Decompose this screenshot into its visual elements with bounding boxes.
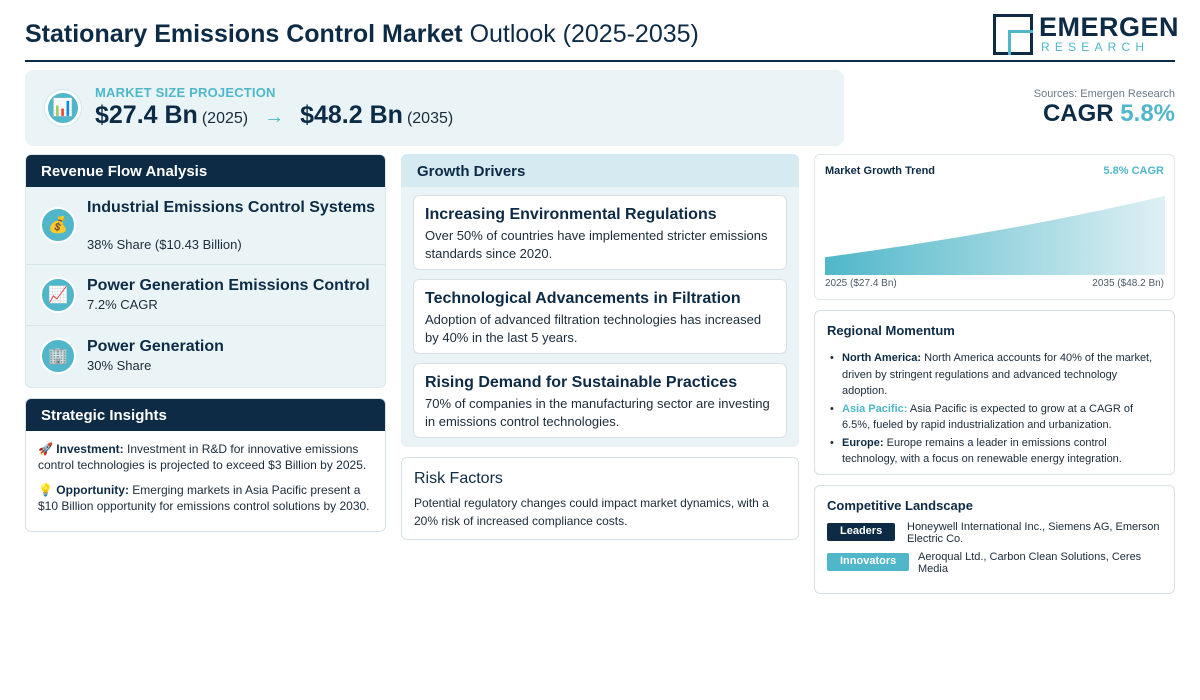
trend-area	[825, 195, 1165, 275]
sources-text: Sources: Emergen Research	[1033, 88, 1175, 100]
end-year: (2035)	[406, 110, 454, 127]
revenue-flow-card: Revenue Flow Analysis 💰 Industrial Emiss…	[25, 154, 386, 388]
innovators-badge: Innovators	[827, 553, 910, 571]
logo-word: EMERGEN	[1039, 12, 1180, 42]
emergen-logo: EMERGEN RESEARCH	[993, 12, 1179, 56]
page-title: Stationary Emissions Control Market Outl…	[25, 20, 699, 49]
rocket-icon: 🚀	[38, 442, 53, 456]
trend-end-label: 2035 ($48.2 Bn)	[1092, 278, 1164, 289]
building-icon: 🏢	[40, 338, 76, 374]
market-size-banner: 📊 MARKET SIZE PROJECTION $27.4 Bn (2025) →…	[25, 70, 844, 146]
region-name: Asia Pacific:	[842, 402, 908, 415]
market-trend-card: Market Growth Trend 5.8% CAGR 2025 ($27.…	[814, 154, 1175, 300]
driver-desc: 70% of companies in the manufacturing se…	[425, 396, 770, 429]
driver-title: Increasing Environmental Regulations	[425, 206, 717, 223]
cagr-label: CAGR	[1042, 100, 1114, 127]
cagr-display: CAGR 5.8%	[1043, 100, 1175, 128]
revenue-flow-title: Revenue Flow Analysis	[26, 155, 385, 187]
strategic-insights-card: Strategic Insights 🚀 Investment: Investm…	[25, 398, 386, 532]
start-year: (2025)	[201, 110, 249, 127]
competitive-landscape-card: Competitive Landscape Leaders Honeywell …	[814, 485, 1175, 594]
competitive-title: Competitive Landscape	[827, 498, 973, 513]
revenue-item: 💰 Industrial Emissions Control Systems 3…	[26, 187, 385, 265]
regional-item: North America: North America accounts fo…	[827, 350, 1162, 400]
revenue-item: 🏢 Power Generation 30% Share	[26, 326, 385, 387]
insight-label: Investment:	[56, 442, 124, 456]
money-bag-icon: 💰	[40, 207, 76, 243]
regional-item: Europe: Europe remains a leader in emiss…	[827, 435, 1162, 468]
bar-chart-icon: 📊	[45, 90, 81, 126]
driver-card: Increasing Environmental Regulations Ove…	[413, 195, 787, 270]
driver-title: Technological Advancements in Filtration	[425, 290, 741, 307]
region-text: Europe remains a leader in emissions con…	[842, 436, 1122, 466]
revenue-item-title: Power Generation	[87, 338, 224, 355]
insight-item: 💡 Opportunity: Emerging markets in Asia …	[38, 482, 373, 514]
page-title-bold: Stationary Emissions Control Market	[25, 20, 463, 48]
insight-text: Investment in R&D for innovative emissio…	[38, 442, 367, 472]
insight-text: Emerging markets in Asia Pacific present…	[38, 483, 370, 513]
chart-increasing-icon: 📈	[40, 277, 76, 313]
growth-drivers-title: Growth Drivers	[401, 154, 799, 187]
risk-factors-card: Risk Factors Potential regulatory change…	[401, 457, 799, 540]
page-title-light: Outlook (2025-2035)	[469, 20, 699, 48]
trend-area-chart	[825, 195, 1165, 275]
driver-title: Rising Demand for Sustainable Practices	[425, 374, 738, 391]
regional-title: Regional Momentum	[827, 323, 955, 338]
market-size-values: $27.4 Bn (2025) → $48.2 Bn (2035)	[95, 101, 453, 130]
innovators-text: Aeroqual Ltd., Carbon Clean Solutions, C…	[918, 551, 1142, 575]
arrow-right-icon: →	[264, 106, 285, 128]
insight-item: 🚀 Investment: Investment in R&D for inno…	[38, 441, 373, 473]
growth-drivers-card: Growth Drivers Increasing Environmental …	[401, 154, 799, 447]
competitive-row: Innovators Aeroqual Ltd., Carbon Clean S…	[827, 551, 1162, 581]
driver-card: Rising Demand for Sustainable Practices …	[413, 363, 787, 438]
page-header: Stationary Emissions Control Market Outl…	[25, 10, 1179, 62]
revenue-item: 📈 Power Generation Emissions Control 7.2…	[26, 265, 385, 326]
regional-list: North America: North America accounts fo…	[827, 350, 1162, 468]
region-name: Europe:	[842, 436, 884, 449]
start-value: $27.4 Bn	[95, 101, 198, 129]
driver-desc: Over 50% of countries have implemented s…	[425, 228, 768, 261]
region-name: North America:	[842, 352, 922, 364]
revenue-item-sub: 30% Share	[87, 358, 152, 373]
region-text: Asia Pacific is expected to grow at a CA…	[842, 402, 1134, 432]
market-size-label: MARKET SIZE PROJECTION	[95, 85, 276, 100]
risk-factors-title: Risk Factors	[414, 470, 503, 487]
driver-card: Technological Advancements in Filtration…	[413, 279, 787, 354]
trend-cagr: 5.8% CAGR	[1103, 165, 1164, 177]
driver-desc: Adoption of advanced filtration technolo…	[425, 312, 762, 345]
region-text: North America accounts for 40% of the ma…	[842, 352, 1153, 397]
competitive-row: Leaders Honeywell International Inc., Si…	[827, 521, 1162, 551]
logo-subword: RESEARCH	[1041, 40, 1150, 54]
revenue-item-title: Power Generation Emissions Control	[87, 277, 370, 294]
strategic-insights-title: Strategic Insights	[26, 399, 385, 431]
regional-item: Asia Pacific: Asia Pacific is expected t…	[827, 401, 1162, 434]
end-value: $48.2 Bn	[300, 101, 403, 129]
insights-list: 🚀 Investment: Investment in R&D for inno…	[26, 431, 385, 514]
insight-label: Opportunity:	[56, 483, 129, 497]
leaders-badge: Leaders	[827, 523, 896, 541]
revenue-item-sub: 7.2% CAGR	[87, 297, 158, 312]
logo-mark-icon	[993, 14, 1033, 55]
revenue-item-title: Industrial Emissions Control Systems	[87, 199, 376, 216]
trend-start-label: 2025 ($27.4 Bn)	[825, 278, 897, 289]
regional-momentum-card: Regional Momentum North America: North A…	[814, 310, 1175, 475]
light-bulb-icon: 💡	[38, 483, 53, 497]
cagr-value: 5.8%	[1120, 100, 1175, 127]
revenue-item-sub: 38% Share ($10.43 Billion)	[87, 237, 242, 252]
leaders-text: Honeywell International Inc., Siemens AG…	[907, 521, 1160, 545]
trend-title: Market Growth Trend	[825, 165, 936, 177]
risk-factors-desc: Potential regulatory changes could impac…	[414, 496, 769, 528]
